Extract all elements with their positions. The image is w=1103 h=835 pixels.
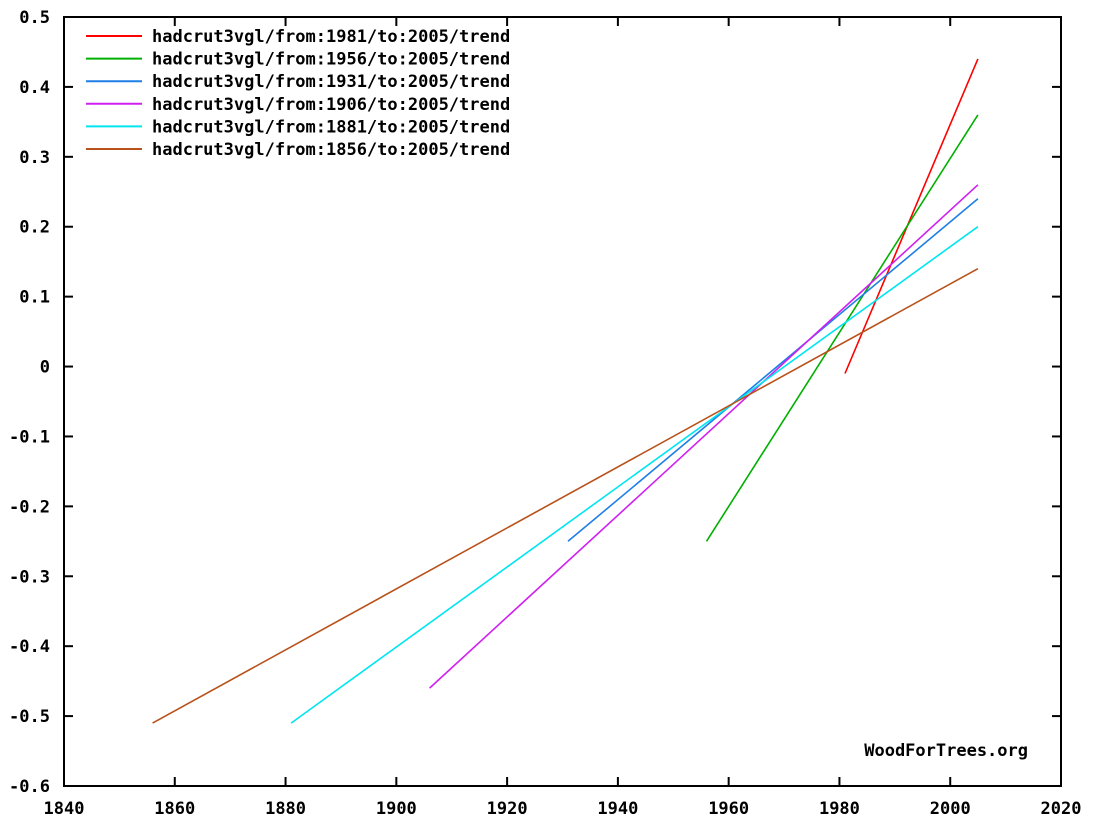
y-tick-label: 0.3	[19, 148, 50, 168]
y-tick-label: 0	[40, 358, 50, 378]
legend-label: hadcrut3vgl/from:1931/to:2005/trend	[152, 72, 510, 92]
axis-ticks: 1840 1860 1880 1900 1920 1940 1960 1980 2000 2020…	[9, 8, 1081, 819]
y-tick-label: -0.2	[9, 497, 50, 517]
series-line	[705, 114, 979, 542]
x-tick-label: 2020	[1041, 799, 1082, 819]
x-tick-label: 1840	[44, 799, 85, 819]
series-line	[844, 58, 979, 374]
x-tick-label: 1920	[487, 799, 528, 819]
series-line	[567, 198, 979, 542]
series-line	[290, 226, 979, 724]
legend-label: hadcrut3vgl/from:1956/to:2005/trend	[152, 50, 510, 70]
y-tick-label: 0.5	[19, 8, 50, 28]
x-tick-label: 2000	[930, 799, 971, 819]
legend-label: hadcrut3vgl/from:1981/to:2005/trend	[152, 27, 510, 47]
legend-label: hadcrut3vgl/from:1906/to:2005/trend	[152, 95, 510, 115]
x-tick-label: 1860	[154, 799, 195, 819]
legend-label: hadcrut3vgl/from:1881/to:2005/trend	[152, 117, 510, 137]
x-tick-label: 1940	[597, 799, 638, 819]
series-line	[152, 267, 979, 724]
y-tick-label: 0.1	[19, 288, 50, 308]
y-tick-label: -0.6	[9, 777, 50, 797]
y-tick-label: -0.1	[9, 427, 50, 447]
x-tick-label: 1980	[819, 799, 860, 819]
watermark-text: WoodForTrees.org	[864, 741, 1028, 761]
y-tick-label: -0.4	[9, 637, 50, 657]
y-tick-label: 0.4	[19, 78, 50, 98]
x-tick-label: 1900	[376, 799, 417, 819]
y-tick-label: -0.5	[9, 707, 50, 727]
series-lines	[152, 58, 979, 724]
series-line	[429, 184, 979, 689]
x-tick-label: 1960	[708, 799, 749, 819]
y-tick-label: -0.3	[9, 567, 50, 587]
y-tick-label: 0.2	[19, 218, 50, 238]
legend: hadcrut3vgl/from:1981/to:2005/trend hadcr…	[86, 27, 510, 160]
legend-label: hadcrut3vgl/from:1856/to:2005/trend	[152, 140, 510, 160]
x-tick-label: 1880	[265, 799, 306, 819]
plot-frame	[63, 16, 1062, 787]
